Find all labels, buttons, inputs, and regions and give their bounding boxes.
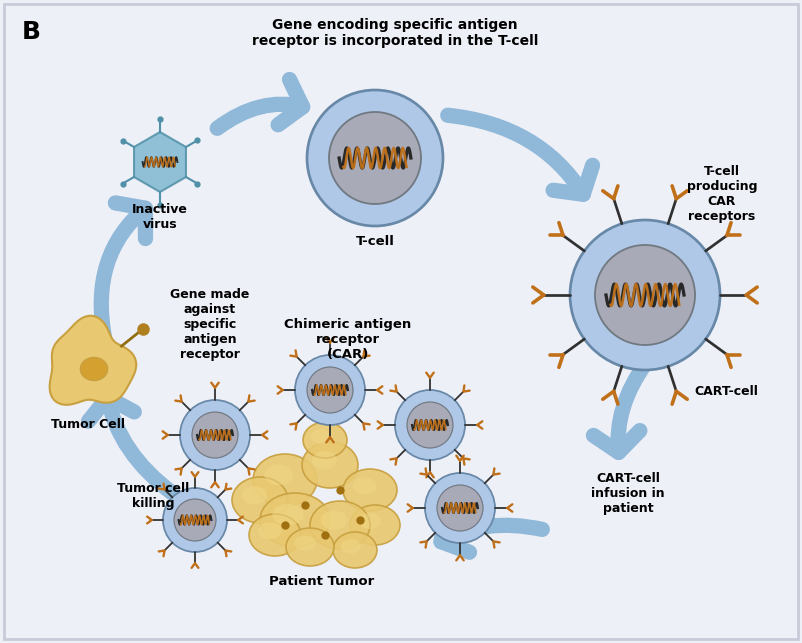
Text: Tumor cell
killing: Tumor cell killing xyxy=(117,482,189,510)
Ellipse shape xyxy=(258,522,282,539)
Circle shape xyxy=(307,367,353,413)
Ellipse shape xyxy=(341,539,361,554)
Ellipse shape xyxy=(232,477,288,523)
Ellipse shape xyxy=(241,486,267,505)
Polygon shape xyxy=(50,316,136,405)
Circle shape xyxy=(329,112,421,204)
Ellipse shape xyxy=(260,493,330,547)
Ellipse shape xyxy=(286,528,334,566)
Ellipse shape xyxy=(264,464,293,485)
Ellipse shape xyxy=(321,511,347,530)
Ellipse shape xyxy=(310,429,330,444)
Ellipse shape xyxy=(343,469,397,511)
Ellipse shape xyxy=(302,442,358,488)
Ellipse shape xyxy=(350,505,400,545)
Circle shape xyxy=(163,488,227,552)
Text: CART-cell: CART-cell xyxy=(694,385,758,398)
Ellipse shape xyxy=(358,513,381,529)
Circle shape xyxy=(295,355,365,425)
Text: Gene made
against
specific
antigen
receptor: Gene made against specific antigen recep… xyxy=(170,288,249,361)
Circle shape xyxy=(180,400,250,470)
Ellipse shape xyxy=(249,514,301,556)
FancyBboxPatch shape xyxy=(4,4,798,639)
Circle shape xyxy=(407,402,453,448)
Circle shape xyxy=(425,473,495,543)
Ellipse shape xyxy=(272,504,304,525)
Ellipse shape xyxy=(303,422,347,458)
Circle shape xyxy=(395,390,465,460)
Text: Gene encoding specific antigen
receptor is incorporated in the T-cell: Gene encoding specific antigen receptor … xyxy=(252,18,538,48)
Ellipse shape xyxy=(333,532,377,568)
Ellipse shape xyxy=(80,358,107,381)
Text: Chimeric antigen
receptor
(CAR): Chimeric antigen receptor (CAR) xyxy=(285,318,411,361)
Polygon shape xyxy=(134,132,186,192)
Text: Inactive
virus: Inactive virus xyxy=(132,203,188,231)
Circle shape xyxy=(595,245,695,345)
Ellipse shape xyxy=(253,454,317,506)
Ellipse shape xyxy=(352,477,377,494)
Circle shape xyxy=(570,220,720,370)
Ellipse shape xyxy=(310,501,370,549)
Circle shape xyxy=(437,485,483,531)
Text: Tumor Cell: Tumor Cell xyxy=(51,418,125,431)
Circle shape xyxy=(192,412,238,458)
Text: T-cell: T-cell xyxy=(355,235,395,248)
Text: Patient Tumor: Patient Tumor xyxy=(269,575,375,588)
Circle shape xyxy=(174,499,216,541)
Text: T-cell
producing
CAR
receptors: T-cell producing CAR receptors xyxy=(687,165,757,223)
Ellipse shape xyxy=(312,451,337,469)
Ellipse shape xyxy=(294,536,316,551)
Circle shape xyxy=(307,90,443,226)
Text: B: B xyxy=(22,20,41,44)
Text: CART-cell
infusion in
patient: CART-cell infusion in patient xyxy=(591,472,665,515)
